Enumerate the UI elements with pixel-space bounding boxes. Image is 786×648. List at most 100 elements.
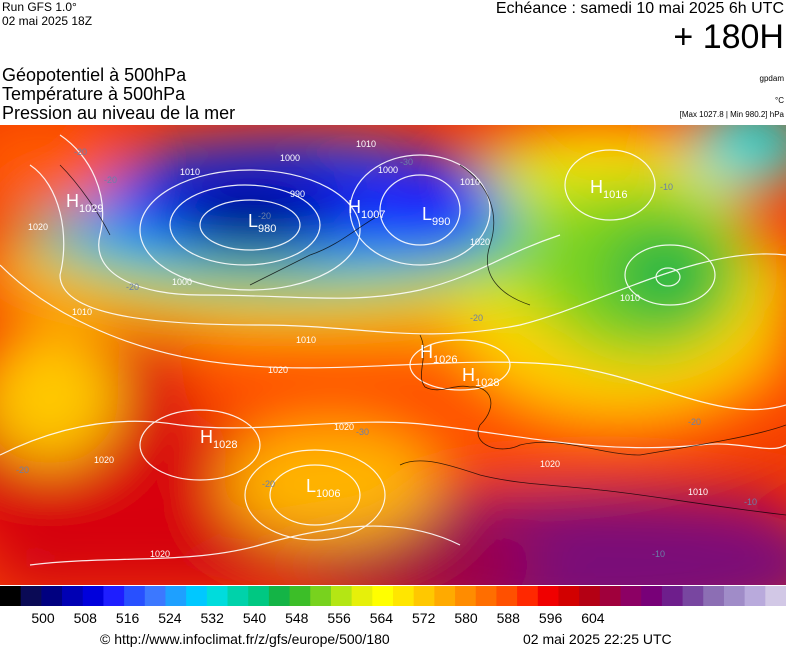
colorbar-tick-label: 532 (200, 610, 224, 626)
run-label: Run GFS 1.0° (2, 0, 77, 14)
colorbar-swatch (641, 586, 663, 606)
geopotential-field (0, 125, 786, 585)
temperature-label: -20 (126, 282, 139, 292)
colorbar-tick-label: 556 (327, 610, 351, 626)
colorbar-swatch (103, 586, 125, 606)
title-pressure: Pression au niveau de la mer (2, 103, 236, 123)
colorbar (0, 586, 786, 606)
colorbar-swatch (20, 586, 42, 606)
colorbar-swatch (434, 586, 456, 606)
colorbar-swatch (393, 586, 415, 606)
temperature-label: -30 (356, 427, 369, 437)
colorbar-swatch (599, 586, 622, 606)
temperature-label: -10 (660, 182, 673, 192)
high-pressure-label: H1028 (200, 427, 237, 451)
colorbar-swatch (475, 586, 498, 606)
isobar-label: 1020 (150, 549, 170, 559)
isobar-labels: 1010 1000 990 1010 1000 1020 1010 1000 1010 1020 1… (28, 139, 708, 559)
colorbar-swatch (82, 586, 105, 606)
temperature-label: -20 (104, 175, 117, 185)
echeance-label: Echéance : samedi 10 mai 2025 6h UTC (495, 0, 784, 17)
high-pressure-label: H1028 (462, 365, 499, 389)
isobar-label: 1020 (94, 455, 114, 465)
colorbar-swatch (227, 586, 249, 606)
temperature-label: -20 (688, 417, 701, 427)
run-date: 02 mai 2025 18Z (2, 14, 93, 28)
colorbar-tick-label: 524 (158, 610, 182, 626)
temperature-label: -30 (400, 157, 413, 167)
high-pressure-label: H1029 (66, 191, 103, 215)
unit-temperature: °C (775, 96, 784, 105)
pressure-range: [Max 1027.8 | Min 980.2] hPa (679, 110, 784, 119)
colorbar-swatch (310, 586, 332, 606)
temperature-label: -20 (470, 313, 483, 323)
isobar-label: 1000 (172, 277, 192, 287)
coastlines (59, 164, 786, 516)
colorbar-swatch (455, 586, 477, 606)
colorbar-tick-label: 572 (412, 610, 436, 626)
low-pressure-label: L990 (422, 204, 450, 228)
temperature-labels: -20 -20 -30 -20 -20 -30 -10 -20 -20 -20 -10 -10 -20 (16, 147, 757, 559)
title-temperature: Température à 500hPa (2, 84, 186, 104)
colorbar-swatch (206, 586, 229, 606)
colorbar-tick-label: 596 (538, 610, 563, 626)
isobar-label: 1010 (460, 177, 480, 187)
colorbar-tick-label: 564 (369, 610, 394, 626)
isobar-label: 1000 (280, 153, 300, 163)
colorbar-swatch (765, 586, 786, 606)
generated-time: 02 mai 2025 22:25 UTC (523, 631, 672, 647)
isobar-label: 1010 (72, 307, 92, 317)
colorbar-swatch (0, 586, 22, 606)
source-url[interactable]: © http://www.infoclimat.fr/z/gfs/europe/… (100, 631, 390, 647)
isobar-label: 1020 (28, 222, 48, 232)
colorbar-swatch (330, 586, 353, 606)
isobar-label: 990 (290, 189, 305, 199)
colorbar-swatch (579, 586, 601, 606)
colorbar-swatch (620, 586, 642, 606)
colorbar-swatch (413, 586, 435, 606)
temperature-label: -20 (262, 479, 275, 489)
colorbar-swatch (124, 586, 146, 606)
isobar-label: 1010 (620, 293, 640, 303)
colorbar-swatch (289, 586, 311, 606)
isobar-label: 1020 (268, 365, 288, 375)
colorbar-tick-label: 500 (31, 610, 55, 626)
colorbar-swatch (661, 586, 684, 606)
colorbar-swatch (496, 586, 518, 606)
colorbar-swatch (682, 586, 704, 606)
colorbar-swatch (144, 586, 167, 606)
colorbar-tick-label: 540 (242, 610, 267, 626)
isobar-label: 1010 (356, 139, 376, 149)
temperature-label: -10 (652, 549, 665, 559)
colorbar-swatch (723, 586, 746, 606)
colorbar-tick-label: 580 (454, 610, 478, 626)
colorbar-swatch (62, 586, 84, 606)
unit-geopotential: gpdam (759, 74, 784, 83)
low-pressure-label: L1006 (306, 476, 341, 500)
temperature-label: -20 (74, 147, 87, 157)
colorbar-swatch (537, 586, 560, 606)
isobar-label: 1000 (378, 165, 398, 175)
colorbar-tick-label: 516 (115, 610, 140, 626)
temperature-label: -10 (744, 497, 757, 507)
colorbar-tick-label: 588 (496, 610, 520, 626)
isobar-label: 1020 (334, 422, 354, 432)
low-pressure-label: L980 (248, 211, 276, 235)
isobar-label: 1020 (470, 237, 490, 247)
colorbar-swatch (558, 586, 580, 606)
colorbar-swatch (744, 586, 766, 606)
high-pressure-label: H1016 (590, 177, 627, 201)
isobar-label: 1020 (540, 459, 560, 469)
high-pressure-label: H1007 (348, 197, 385, 221)
isobar-label: 1010 (296, 335, 316, 345)
colorbar-swatch (517, 586, 539, 606)
colorbar-swatch (351, 586, 373, 606)
colorbar-swatch (165, 586, 187, 606)
colorbar-tick-label: 508 (73, 610, 97, 626)
temperature-label: -20 (258, 211, 271, 221)
isobar-label: 1010 (688, 487, 708, 497)
colorbar-swatch (268, 586, 291, 606)
temperature-label: -20 (16, 465, 29, 475)
